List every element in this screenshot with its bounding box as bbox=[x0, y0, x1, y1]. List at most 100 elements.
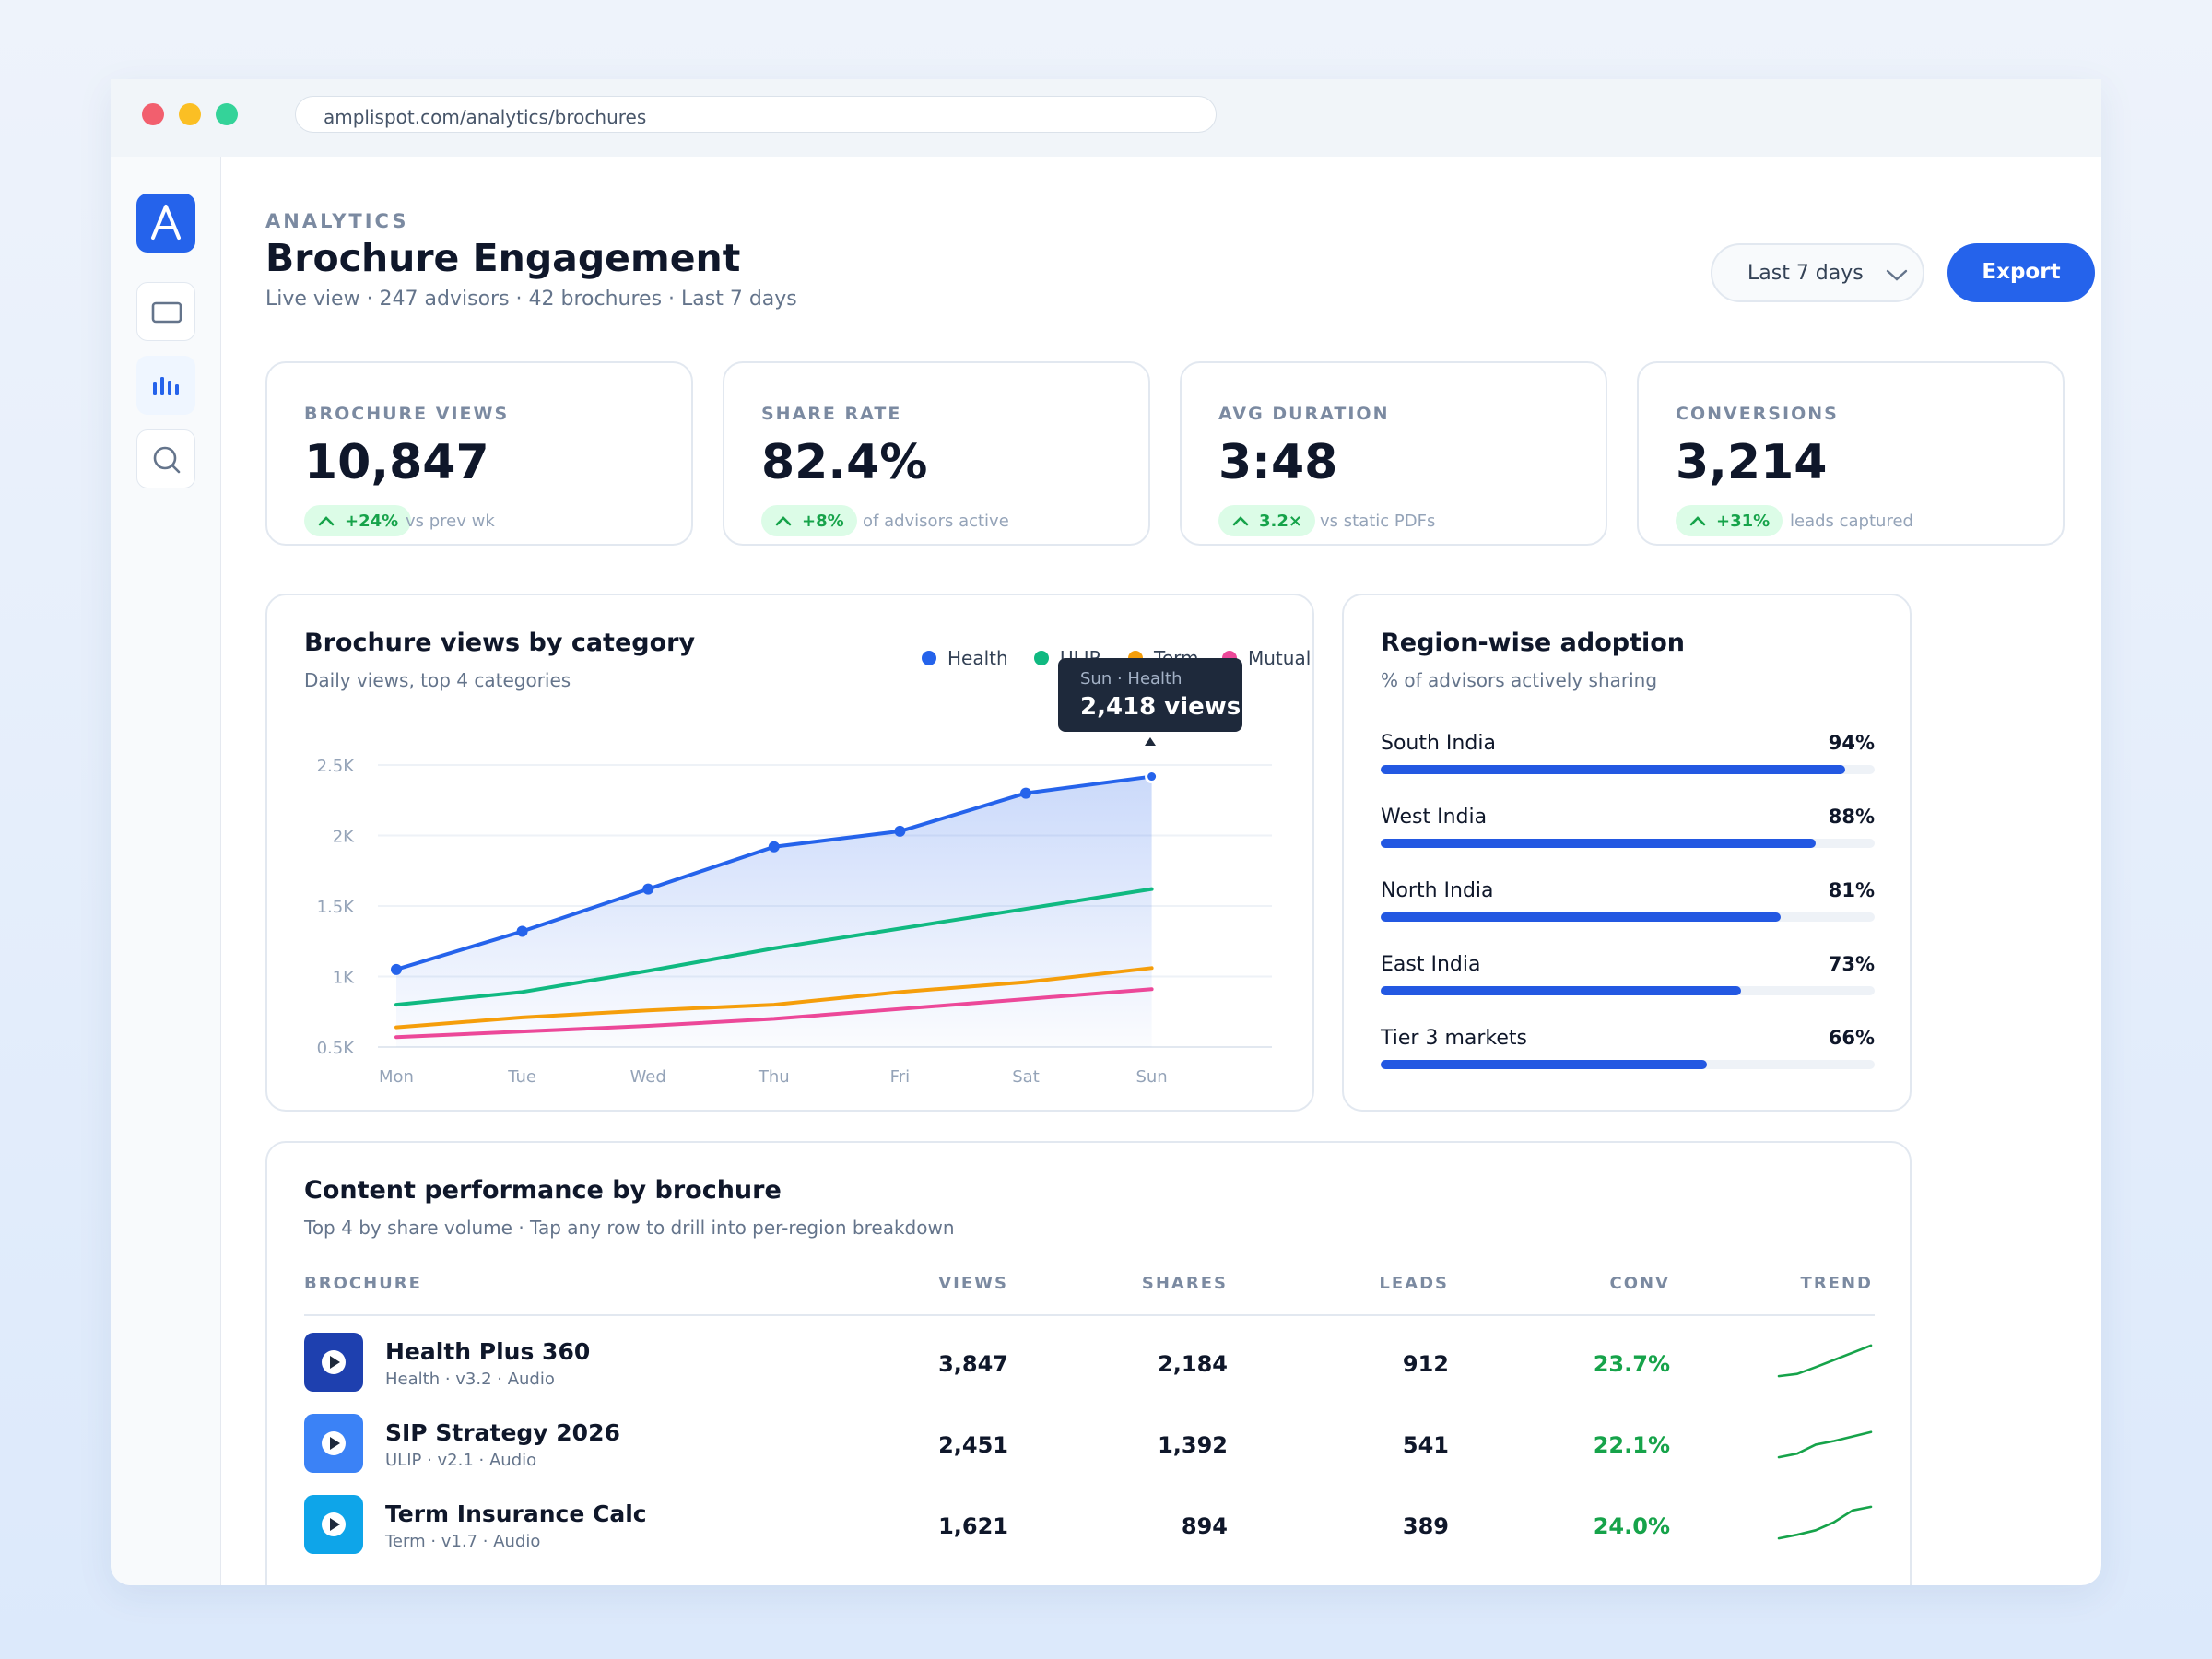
chart-subtitle: Daily views, top 4 categories bbox=[304, 669, 571, 691]
kpi-delta: +8% bbox=[802, 512, 844, 531]
trend-sparkline bbox=[1777, 1430, 1873, 1459]
sparkline-path bbox=[1777, 1430, 1873, 1459]
sparkline-path bbox=[1777, 1344, 1873, 1378]
col-header-views[interactable]: VIEWS bbox=[938, 1274, 1008, 1293]
region-bar-track bbox=[1381, 839, 1875, 848]
series-line-ulip bbox=[394, 887, 1154, 1007]
chevron-up-icon bbox=[318, 516, 335, 526]
region-percent: 73% bbox=[1828, 953, 1875, 975]
close-window-dot[interactable] bbox=[142, 103, 164, 125]
col-header-leads[interactable]: LEADS bbox=[1379, 1274, 1449, 1293]
cell-leads: 912 bbox=[1402, 1351, 1449, 1377]
brochure-thumb bbox=[304, 1414, 363, 1473]
export-button[interactable]: Export bbox=[1947, 243, 2095, 302]
kpi-value: 3:48 bbox=[1218, 435, 1338, 490]
x-tick-label: Mon bbox=[379, 1067, 414, 1087]
y-tick-label: 1K bbox=[333, 969, 355, 988]
brochure-name: SIP Strategy 2026 bbox=[385, 1419, 620, 1446]
url-bar[interactable]: amplispot.com/analytics/brochures bbox=[295, 96, 1217, 133]
content-performance-card: Content performance by brochure Top 4 by… bbox=[265, 1141, 1912, 1585]
region-adoption-card: Region-wise adoption % of advisors activ… bbox=[1342, 594, 1912, 1112]
region-bar-fill bbox=[1381, 1060, 1707, 1069]
region-bar-track bbox=[1381, 912, 1875, 922]
brochure-name: Term Insurance Calc bbox=[385, 1500, 647, 1527]
col-header-conv[interactable]: CONV bbox=[1609, 1274, 1670, 1293]
nav-brochures-button[interactable] bbox=[136, 282, 195, 341]
col-header-shares[interactable]: SHARES bbox=[1141, 1274, 1228, 1293]
x-tick-label: Tue bbox=[507, 1067, 536, 1087]
region-name: Tier 3 markets bbox=[1381, 1027, 1527, 1050]
page-subtitle: Live view · 247 advisors · 42 brochures … bbox=[265, 288, 797, 311]
data-point-health bbox=[1145, 770, 1159, 784]
cell-views: 1,621 bbox=[938, 1513, 1008, 1539]
region-bar-fill bbox=[1381, 912, 1782, 922]
region-percent: 66% bbox=[1828, 1027, 1875, 1049]
brochure-meta: ULIP · v2.1 · Audio bbox=[385, 1451, 537, 1470]
cell-conv: 22.1% bbox=[1593, 1432, 1670, 1458]
nav-analytics-button[interactable] bbox=[136, 356, 195, 415]
table-title: Content performance by brochure bbox=[304, 1176, 782, 1205]
brochure-meta: Term · v1.7 · Audio bbox=[385, 1532, 541, 1551]
kpi-card-views: BROCHURE VIEWS 10,847 +24% vs prev wk bbox=[265, 361, 693, 546]
search-icon bbox=[153, 446, 181, 474]
app-logo[interactable] bbox=[136, 194, 195, 253]
legend-item-health[interactable]: Health bbox=[922, 647, 1008, 669]
chevron-up-icon bbox=[1232, 516, 1249, 526]
cell-shares: 1,392 bbox=[1158, 1432, 1228, 1458]
sparkline-path bbox=[1777, 1505, 1873, 1540]
region-percent: 88% bbox=[1828, 806, 1875, 828]
legend-label: Health bbox=[947, 647, 1008, 669]
health-area bbox=[396, 776, 1152, 1047]
kpi-card-share-rate: SHARE RATE 82.4% +8% of advisors active bbox=[723, 361, 1150, 546]
kpi-delta-badge: 3.2× bbox=[1218, 505, 1315, 536]
play-circle-icon bbox=[322, 1512, 346, 1536]
minimize-window-dot[interactable] bbox=[179, 103, 201, 125]
region-bar-track bbox=[1381, 765, 1875, 774]
tooltip-caret-icon bbox=[1145, 737, 1156, 746]
browser-titlebar: amplispot.com/analytics/brochures bbox=[111, 79, 2101, 157]
brochure-meta: Health · v3.2 · Audio bbox=[385, 1370, 555, 1389]
data-point-health bbox=[894, 825, 906, 837]
cell-views: 3,847 bbox=[938, 1351, 1008, 1377]
kpi-label: SHARE RATE bbox=[761, 404, 902, 424]
y-tick-label: 2.5K bbox=[317, 757, 356, 776]
brochure-thumb bbox=[304, 1495, 363, 1554]
logo-a-icon bbox=[151, 205, 181, 240]
legend-swatch bbox=[922, 651, 936, 665]
region-bar-fill bbox=[1381, 765, 1845, 774]
region-name: West India bbox=[1381, 806, 1488, 829]
maximize-window-dot[interactable] bbox=[216, 103, 238, 125]
page-title: Brochure Engagement bbox=[265, 236, 741, 280]
kpi-label: CONVERSIONS bbox=[1676, 404, 1839, 424]
trend-sparkline bbox=[1777, 1344, 1873, 1378]
tooltip-label: Sun · Health bbox=[1080, 669, 1182, 688]
region-bar-track bbox=[1381, 1060, 1875, 1069]
chevron-down-icon bbox=[1886, 269, 1908, 281]
bar-chart-icon bbox=[153, 377, 179, 395]
kpi-note: vs prev wk bbox=[406, 512, 495, 531]
kpi-card-duration: AVG DURATION 3:48 3.2× vs static PDFs bbox=[1180, 361, 1607, 546]
col-header-brochure[interactable]: BROCHURE bbox=[304, 1274, 422, 1293]
kpi-delta-badge: +8% bbox=[761, 505, 857, 536]
trend-sparkline bbox=[1777, 1505, 1873, 1540]
chevron-up-icon bbox=[1689, 516, 1706, 526]
chevron-up-icon bbox=[775, 516, 792, 526]
table-header-divider bbox=[304, 1314, 1875, 1316]
y-tick-label: 0.5K bbox=[317, 1039, 356, 1058]
region-percent: 81% bbox=[1828, 879, 1875, 901]
date-range-select[interactable]: Last 7 days bbox=[1711, 243, 1924, 302]
kpi-delta: +31% bbox=[1716, 512, 1771, 531]
chart-tooltip: Sun · Health 2,418 views bbox=[1058, 658, 1242, 732]
kpi-note: vs static PDFs bbox=[1320, 512, 1436, 531]
region-percent: 94% bbox=[1828, 732, 1875, 754]
nav-search-button[interactable] bbox=[136, 429, 195, 488]
sidebar bbox=[111, 157, 221, 1585]
kpi-label: AVG DURATION bbox=[1218, 404, 1390, 424]
region-subtitle: % of advisors actively sharing bbox=[1381, 669, 1658, 691]
chart-title: Brochure views by category bbox=[304, 629, 696, 657]
kpi-label: BROCHURE VIEWS bbox=[304, 404, 510, 424]
brochure-name: Health Plus 360 bbox=[385, 1338, 591, 1365]
col-header-trend[interactable]: TREND bbox=[1800, 1274, 1873, 1293]
cell-conv: 23.7% bbox=[1593, 1351, 1670, 1377]
cell-shares: 2,184 bbox=[1158, 1351, 1228, 1377]
